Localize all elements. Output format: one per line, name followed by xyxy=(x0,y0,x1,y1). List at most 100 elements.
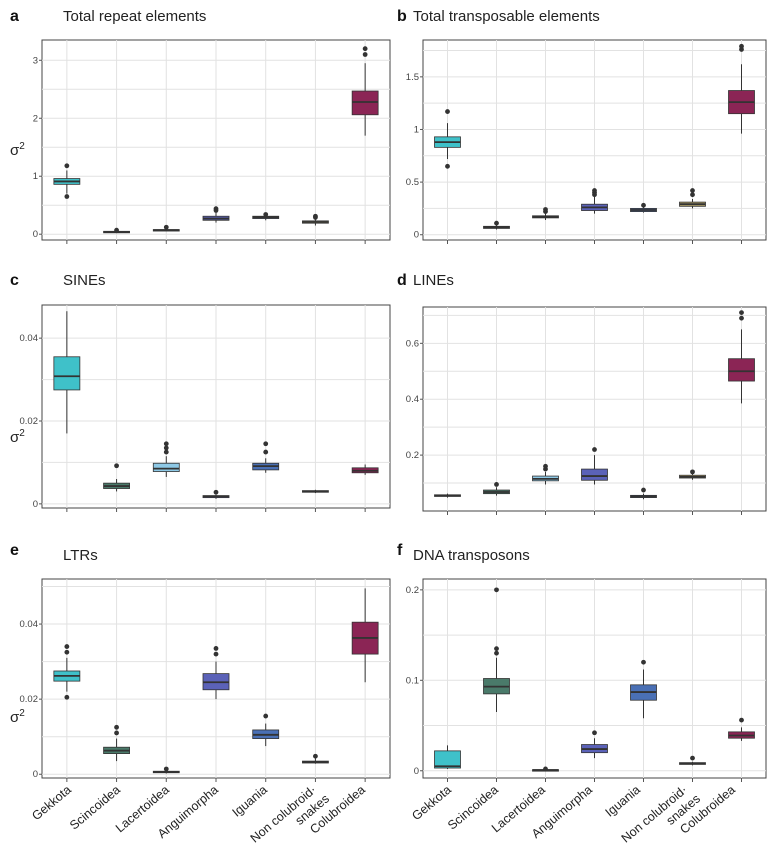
panel-b: b Total transposable elements xyxy=(397,8,600,25)
box-anguimorpha xyxy=(581,447,608,485)
box-gekkota xyxy=(53,163,81,199)
box-body xyxy=(581,468,608,481)
y-tick-label: 0.1 xyxy=(406,675,419,686)
box-iguania xyxy=(252,212,280,221)
box-lacertoidea xyxy=(152,441,180,477)
outlier-point xyxy=(445,163,450,169)
outlier-point xyxy=(64,644,70,649)
box-body xyxy=(434,750,461,769)
box-non-colubroid-snakes xyxy=(302,753,329,764)
outlier-point xyxy=(543,463,548,469)
panel-a: a Total repeat elements σ2 xyxy=(10,8,206,159)
outlier-point xyxy=(114,227,119,233)
box-non-colubroid-snakes xyxy=(302,213,329,226)
panel-c: c SINEs σ2 xyxy=(10,272,106,446)
outlier-point xyxy=(494,650,499,656)
outlier-point xyxy=(641,659,646,665)
box-iguania xyxy=(252,441,280,473)
y-tick-label: 0.02 xyxy=(20,416,39,427)
box-colubroidea xyxy=(728,310,755,404)
box-anguimorpha xyxy=(581,730,608,759)
y-tick-label: 0.2 xyxy=(406,450,419,461)
outlier-point xyxy=(592,447,597,452)
panel-f-letter: f xyxy=(397,542,403,559)
outlier-point xyxy=(313,213,318,219)
panel-e-ylabel: σ2 xyxy=(10,708,25,726)
box-lacertoidea xyxy=(152,766,180,774)
outlier-point xyxy=(494,220,499,226)
box-scincoidea xyxy=(103,724,130,762)
panel-e-plot: 0 0.02 0.04 xyxy=(20,578,391,782)
panel-a-plot: 0 1 2 3 xyxy=(33,39,391,244)
box-non-colubroid-snakes xyxy=(302,489,329,494)
outlier-point xyxy=(114,463,119,469)
x-label-gekkota: Gekkota xyxy=(409,783,454,824)
panel-d-letter: d xyxy=(397,272,407,289)
outlier-point xyxy=(690,192,695,198)
outlier-point xyxy=(163,449,169,455)
box-scincoidea xyxy=(103,227,130,234)
box-non-colubroid-snakes xyxy=(679,188,706,209)
box-gekkota xyxy=(434,109,461,169)
outlier-point xyxy=(362,46,368,52)
y-tick-label: 0 xyxy=(414,766,419,777)
outlier-point xyxy=(690,469,695,475)
box-scincoidea xyxy=(483,482,510,496)
y-tick-label: 0.02 xyxy=(20,694,39,705)
box-gekkota xyxy=(53,311,81,434)
panel-c-title: SINEs xyxy=(63,272,106,289)
box-anguimorpha xyxy=(202,489,230,499)
panel-d: d LINEs xyxy=(397,272,454,289)
outlier-point xyxy=(641,202,646,208)
box-non-colubroid-snakes xyxy=(679,469,706,480)
box-scincoidea xyxy=(103,463,130,492)
x-labels-right: Gekkota Scincoidea Lacertoidea Anguimorp… xyxy=(409,783,738,846)
box-anguimorpha xyxy=(581,188,608,214)
box-iguania xyxy=(630,202,657,213)
box-iguania xyxy=(630,487,657,500)
box-lacertoidea xyxy=(532,766,559,772)
box-body xyxy=(728,358,755,382)
outlier-point xyxy=(494,587,499,593)
box-body xyxy=(53,356,81,391)
outlier-point xyxy=(739,310,744,315)
y-tick-label: 1.5 xyxy=(406,72,419,83)
y-tick-label: 0 xyxy=(33,769,38,780)
outlier-point xyxy=(641,487,646,493)
outlier-point xyxy=(163,441,169,447)
x-label-iguania: Iguania xyxy=(603,783,643,820)
y-tick-label: 1 xyxy=(414,124,419,135)
box-body xyxy=(152,462,180,472)
y-tick-label: 0 xyxy=(33,499,38,510)
x-label-iguania: Iguania xyxy=(230,783,270,820)
outlier-point xyxy=(64,649,70,655)
box-lacertoidea xyxy=(152,224,180,232)
outlier-point xyxy=(494,646,499,652)
y-tick-label: 0 xyxy=(33,229,38,240)
outlier-point xyxy=(114,724,119,730)
outlier-point xyxy=(592,730,597,736)
box-iguania xyxy=(630,659,657,719)
outlier-point xyxy=(739,717,744,723)
outlier-point xyxy=(263,713,269,719)
y-tick-label: 0.2 xyxy=(406,585,419,596)
y-tick-label: 1 xyxy=(33,171,38,182)
outlier-point xyxy=(263,441,269,447)
outlier-point xyxy=(690,188,695,193)
panel-e-letter: e xyxy=(10,542,19,559)
panel-c-ylabel: σ2 xyxy=(10,428,25,446)
box-anguimorpha xyxy=(202,206,230,223)
box-colubroidea xyxy=(728,43,755,134)
x-label-gekkota: Gekkota xyxy=(29,783,74,824)
y-tick-label: 0.4 xyxy=(406,394,419,405)
panel-e: e LTRs σ2 xyxy=(10,542,98,726)
y-tick-label: 0.5 xyxy=(406,177,419,188)
outlier-point xyxy=(213,646,219,651)
outlier-point xyxy=(163,224,169,230)
panel-c-plot: 0 0.02 0.04 xyxy=(20,304,391,512)
box-gekkota xyxy=(434,745,461,769)
box-lacertoidea xyxy=(532,207,559,220)
box-colubroidea xyxy=(351,588,379,683)
outlier-point xyxy=(64,694,70,700)
